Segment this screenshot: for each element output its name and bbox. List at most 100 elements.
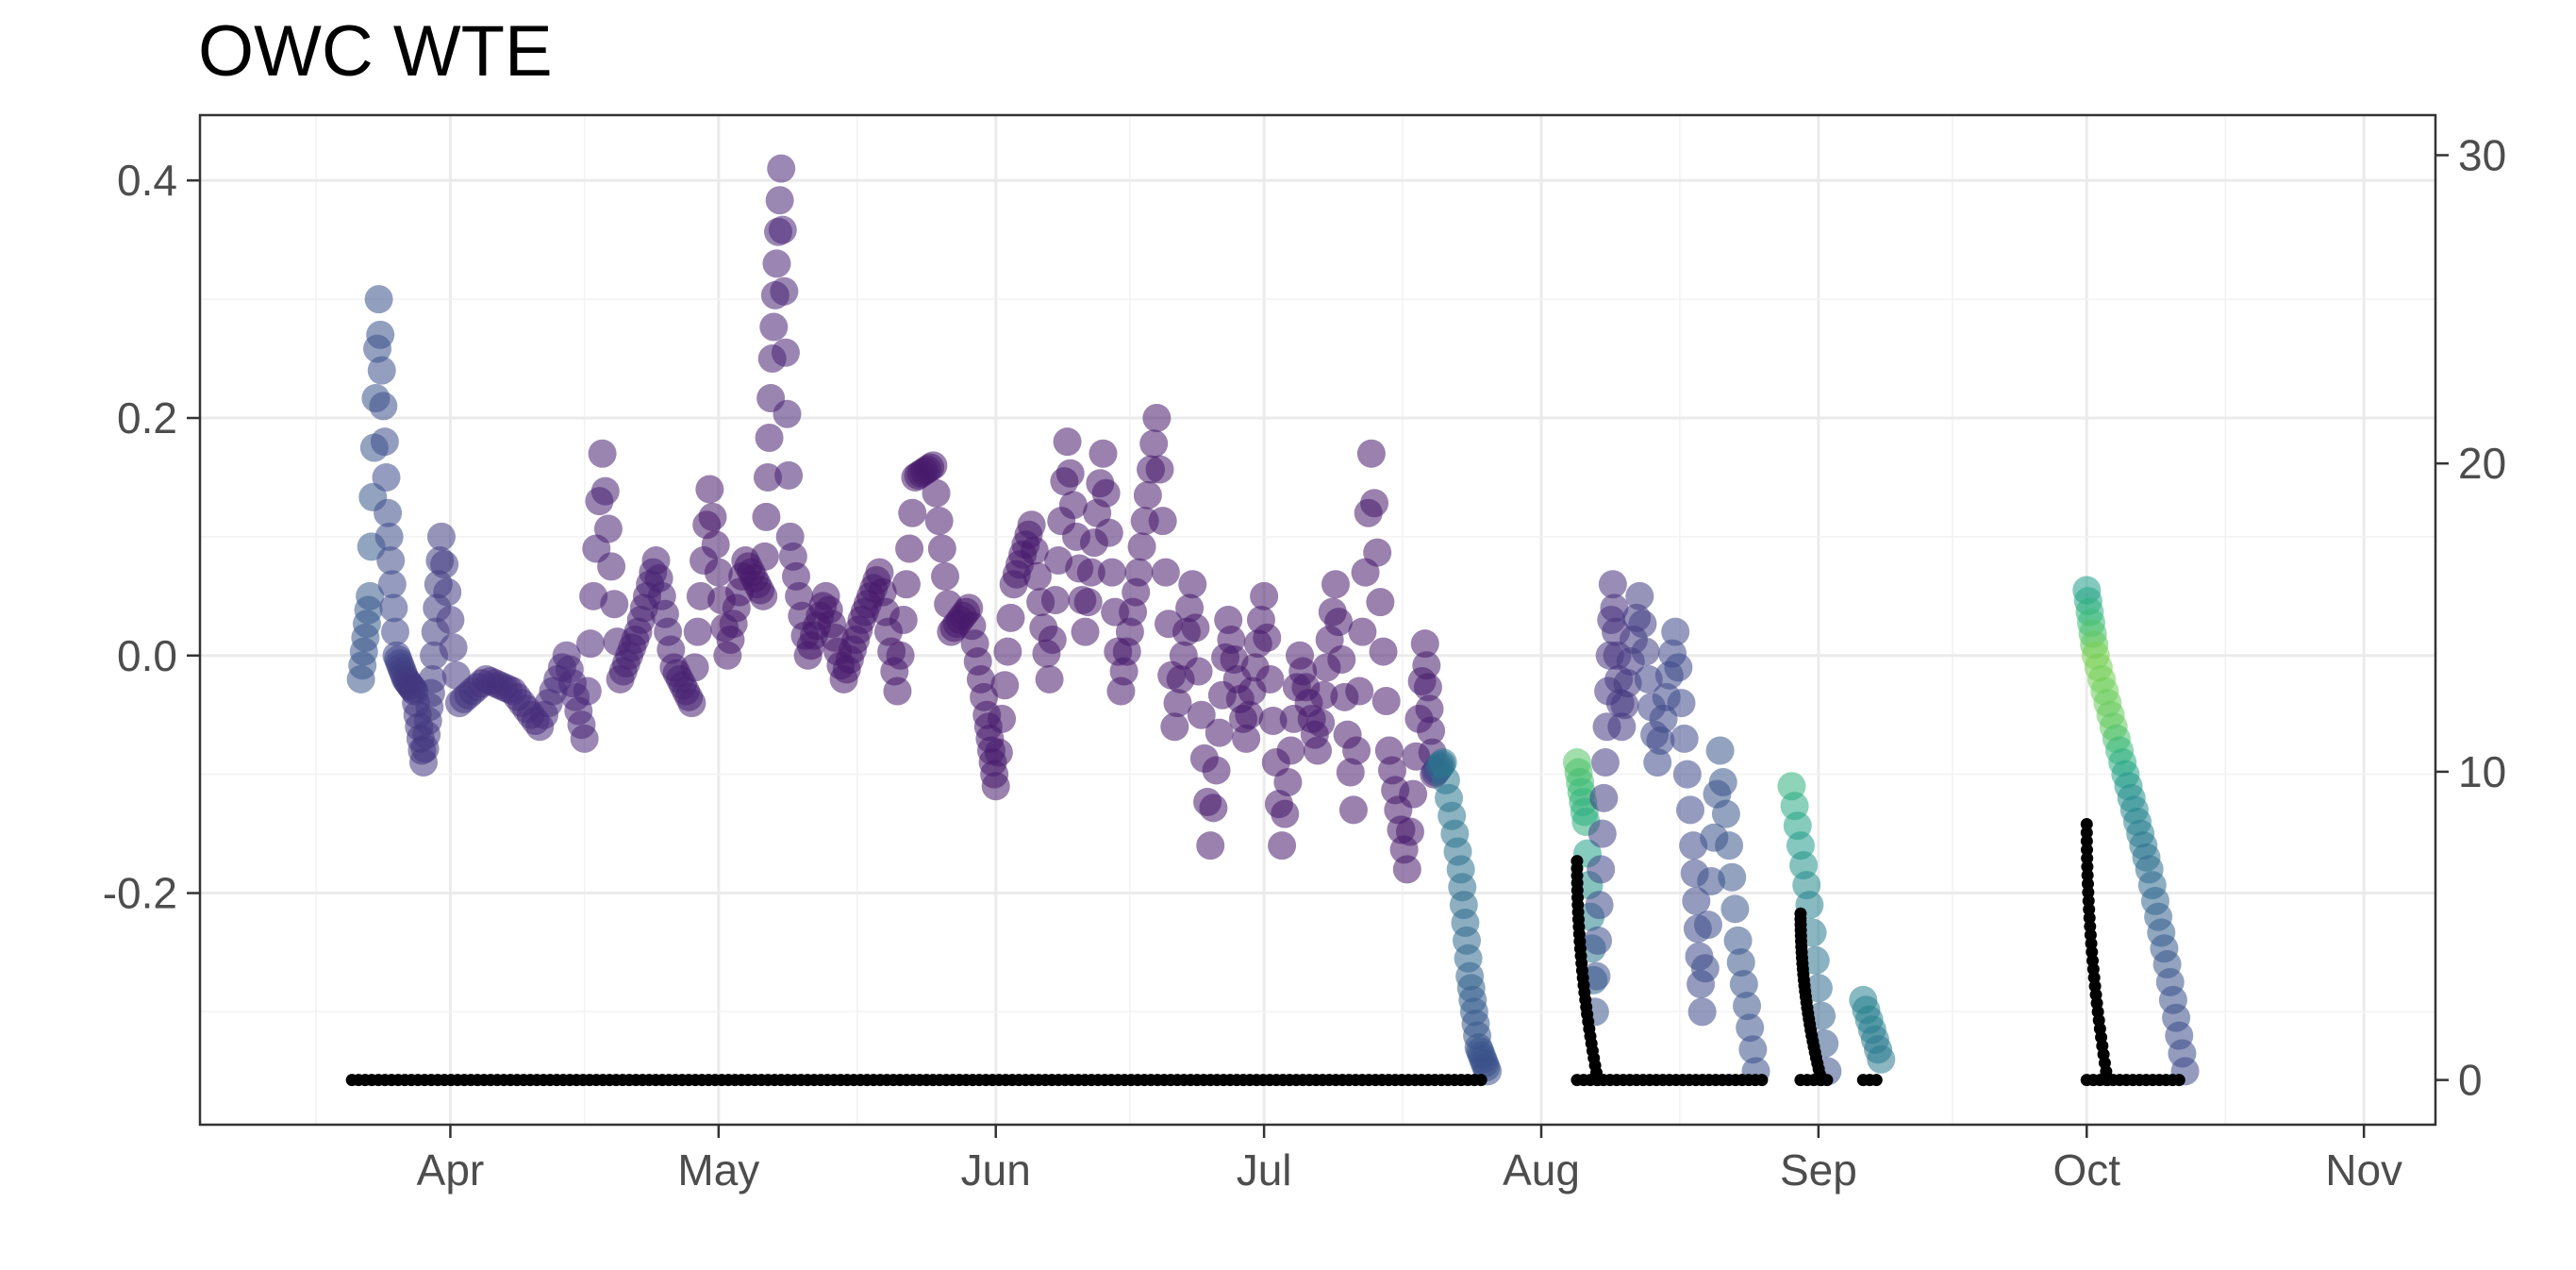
data-point	[570, 724, 599, 753]
y-left-tick-label: 0.4	[117, 156, 177, 205]
data-point	[1273, 768, 1303, 797]
data-point	[883, 677, 912, 706]
data-point	[1708, 768, 1737, 797]
data-point	[374, 498, 403, 527]
data-point	[774, 460, 804, 490]
data-point	[1667, 689, 1696, 718]
data-point	[698, 502, 727, 531]
data-point	[1736, 1013, 1765, 1043]
data-point	[1715, 831, 1744, 861]
data-point	[924, 507, 954, 536]
data-point	[1726, 947, 1755, 977]
y-left-tick-label: 0.2	[117, 393, 177, 443]
y-right-tick-label: 30	[2458, 130, 2506, 179]
x-tick-label: May	[677, 1145, 759, 1195]
data-point	[1366, 588, 1395, 617]
data-point	[753, 462, 782, 492]
data-point	[1682, 886, 1711, 915]
data-point	[1232, 724, 1261, 753]
data-point	[889, 606, 918, 634]
baseline-point	[1755, 1074, 1769, 1087]
data-point	[1600, 593, 1629, 623]
data-point	[1133, 480, 1162, 510]
data-point	[1718, 862, 1747, 892]
data-point	[1363, 538, 1392, 567]
chart-title: OWC WTE	[198, 11, 553, 92]
data-point	[593, 514, 623, 543]
data-point	[1187, 700, 1216, 729]
data-point	[886, 641, 915, 670]
data-point	[1643, 748, 1672, 777]
data-point	[600, 590, 629, 619]
y-axis-left: -0.2 0.0 0.2 0.4	[103, 156, 200, 918]
data-point	[1610, 691, 1639, 720]
x-tick-label: Nov	[2325, 1145, 2402, 1195]
data-point	[1585, 891, 1614, 920]
data-point	[1690, 954, 1720, 983]
x-tick-label: Aug	[1503, 1145, 1580, 1195]
data-point	[1053, 427, 1082, 457]
data-point	[680, 653, 709, 682]
data-point	[1309, 680, 1338, 710]
baseline-point	[1474, 1074, 1487, 1087]
data-point	[752, 502, 781, 531]
data-point	[1661, 617, 1690, 646]
data-point	[1705, 736, 1735, 765]
y-right-tick-label: 10	[2458, 747, 2506, 796]
data-point	[1360, 489, 1389, 518]
data-point	[1664, 653, 1693, 682]
data-point	[1205, 718, 1234, 747]
data-point	[1711, 799, 1740, 828]
data-point	[1324, 608, 1354, 637]
data-point	[1271, 799, 1300, 828]
data-point	[704, 558, 733, 587]
baseline-point	[1870, 1074, 1883, 1087]
data-point	[1399, 779, 1428, 809]
data-point	[364, 285, 393, 314]
data-point	[1160, 712, 1189, 742]
data-point	[1672, 760, 1702, 789]
data-point	[1738, 1035, 1768, 1064]
gridlines	[200, 115, 2435, 1125]
spike-point	[2080, 817, 2093, 830]
data-point	[1020, 536, 1049, 565]
data-point	[1356, 439, 1386, 468]
data-point	[895, 534, 924, 563]
data-point	[1395, 817, 1424, 846]
data-point	[1097, 558, 1126, 587]
data-point	[1199, 794, 1228, 823]
data-point	[374, 522, 404, 551]
data-point	[1720, 894, 1750, 924]
data-point	[750, 542, 779, 571]
spike-point	[2080, 835, 2093, 848]
data-point	[1089, 439, 1118, 468]
data-point	[1646, 726, 1675, 755]
data-point	[1255, 664, 1285, 693]
data-point	[1342, 736, 1371, 765]
data-point	[1145, 455, 1174, 484]
data-point	[1693, 911, 1722, 940]
data-point	[768, 215, 797, 244]
data-point	[588, 439, 617, 468]
data-point	[1142, 404, 1172, 432]
data-point	[356, 581, 385, 610]
right-axis-points	[345, 817, 2185, 1087]
data-point	[1348, 617, 1377, 646]
data-point	[366, 320, 395, 349]
data-point	[370, 427, 399, 457]
data-point	[1163, 689, 1192, 718]
y-left-tick-label: -0.2	[103, 869, 177, 918]
data-point	[1124, 558, 1154, 587]
data-point	[759, 312, 789, 342]
data-point	[1338, 795, 1368, 825]
data-point	[1327, 644, 1356, 674]
spike-point	[2080, 826, 2093, 839]
data-point	[1202, 756, 1231, 785]
data-point	[1038, 625, 1067, 654]
data-point	[927, 534, 956, 563]
y-left-tick-label: 0.0	[117, 631, 177, 680]
data-point	[984, 738, 1013, 767]
data-point	[597, 552, 626, 581]
data-point	[367, 356, 396, 385]
